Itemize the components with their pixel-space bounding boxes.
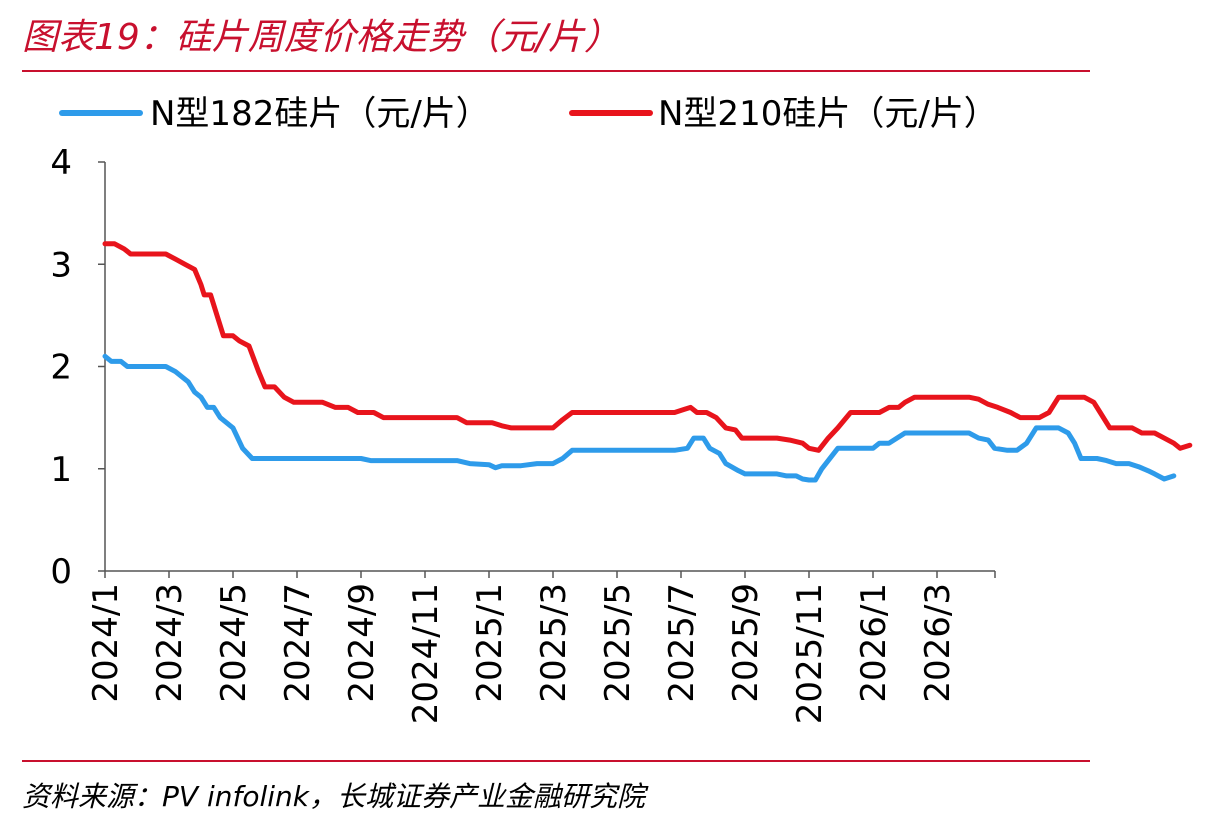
y-tick-label: 1: [50, 450, 72, 490]
x-tick-label: 2026/3: [918, 583, 958, 703]
x-tick-label: 2024/9: [342, 583, 382, 703]
chart-title: 图表19：硅片周度价格走势（元/片）: [22, 17, 620, 58]
series-line-n182: [102, 353, 1177, 483]
x-tick-label: 2024/1: [86, 583, 126, 703]
x-tick-label: 2024/5: [214, 583, 254, 703]
y-tick-label: 0: [50, 552, 72, 592]
y-tick-label: 4: [50, 143, 72, 183]
title-divider: [22, 70, 1090, 72]
series-line-n210: [102, 241, 1193, 453]
source-note: 资料来源：PV infolink，长城证券产业金融研究院: [22, 780, 645, 813]
x-tick-label: 2025/11: [790, 583, 830, 724]
x-tick-label: 2025/5: [598, 583, 638, 703]
source-divider: [22, 760, 1090, 762]
legend-label-n182: N型182硅片（元/片）: [150, 94, 490, 134]
line-chart: 0 1 2 3 4 2024/1 2024/3 2024/5 2024/7 2024/9 2024/…: [50, 94, 1193, 724]
x-tick-label: 2024/3: [150, 583, 190, 703]
legend-label-n210: N型210硅片（元/片）: [658, 94, 998, 134]
x-tick-label: 2024/11: [406, 583, 446, 724]
y-tick-label: 2: [50, 348, 72, 388]
y-tick-label: 3: [50, 245, 72, 285]
x-tick-label: 2024/7: [278, 583, 318, 703]
x-tick-label: 2025/3: [534, 583, 574, 703]
x-tick-label: 2025/9: [726, 583, 766, 703]
x-tick-label: 2025/1: [470, 583, 510, 703]
x-tick-label: 2026/1: [854, 583, 894, 703]
x-tick-label: 2025/7: [662, 583, 702, 703]
